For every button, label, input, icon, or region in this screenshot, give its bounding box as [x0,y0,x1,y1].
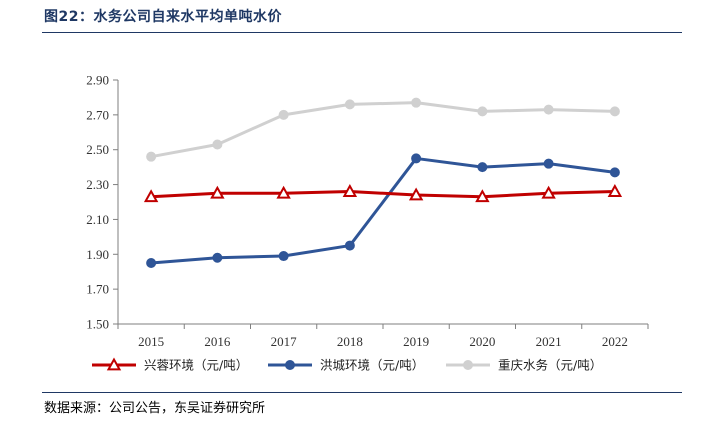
legend-label: 兴蓉环境（元/吨） [144,358,248,373]
legend-swatch-marker [463,360,473,370]
y-tick-label: 1.50 [86,317,109,332]
figure-title: 图22：水务公司自来水平均单吨水价 [44,9,282,25]
source-note: 数据来源：公司公告，东吴证券研究所 [44,401,266,416]
data-point [344,99,355,110]
x-tick-label: 2022 [602,334,628,349]
data-point [408,187,424,201]
top-rule [42,32,682,33]
data-point [541,185,556,199]
y-tick-label: 1.90 [86,247,109,262]
data-point [411,153,422,164]
y-tick-label: 2.50 [86,142,109,157]
legend-label: 洪城环境（元/吨） [320,358,424,373]
y-tick-label: 2.10 [86,212,109,227]
y-tick-label: 2.90 [86,73,109,88]
legend: 兴蓉环境（元/吨） 洪城环境（元/吨） 重庆水务（元/吨） [92,357,602,373]
legend-label: 重庆水务（元/吨） [498,358,602,373]
data-point [146,258,157,268]
data-point [342,183,358,197]
data-point [477,106,488,117]
bottom-rule [42,392,682,393]
series-1 [146,153,620,268]
x-tick-label: 2019 [403,334,429,349]
series-line [150,101,615,159]
series-group [143,97,623,268]
series-2 [146,97,620,162]
x-tick-labels: 2015 2016 2017 2018 2019 2020 2021 2022 [117,324,649,349]
y-tick-label: 2.30 [86,177,109,192]
data-point [477,162,488,173]
data-point [411,97,422,108]
data-point [609,167,620,178]
data-point [212,139,223,150]
data-point [278,251,289,262]
data-point [146,151,157,162]
data-point [475,189,490,203]
data-point [543,158,554,169]
data-point [210,185,225,199]
x-tick-label: 2016 [204,334,231,349]
line-chart: 1.501.701.902.102.302.502.702.90 2015 201… [86,73,649,373]
x-tick-label: 2017 [271,334,298,349]
y-tick-label: 2.70 [86,107,109,122]
data-point [609,106,620,117]
series-line [151,156,616,265]
x-tick-label: 2018 [337,334,363,349]
y-tick-labels: 1.50 1.70 1.90 2.10 2.30 2.50 2.70 2.90 [86,73,118,332]
data-point [607,183,623,197]
data-point [143,189,159,203]
data-point [212,252,223,263]
series-line [151,190,615,199]
x-tick-label: 2020 [469,334,495,349]
legend-swatch-marker [106,357,122,371]
data-point [276,185,291,199]
y-tick-label: 1.70 [86,282,109,297]
x-tick-label: 2015 [138,334,164,349]
data-point [278,109,289,120]
legend-swatch-marker [285,360,295,370]
x-tick-label: 2021 [536,334,562,349]
data-point [344,240,355,251]
data-point [543,104,554,115]
series-0 [143,183,623,203]
